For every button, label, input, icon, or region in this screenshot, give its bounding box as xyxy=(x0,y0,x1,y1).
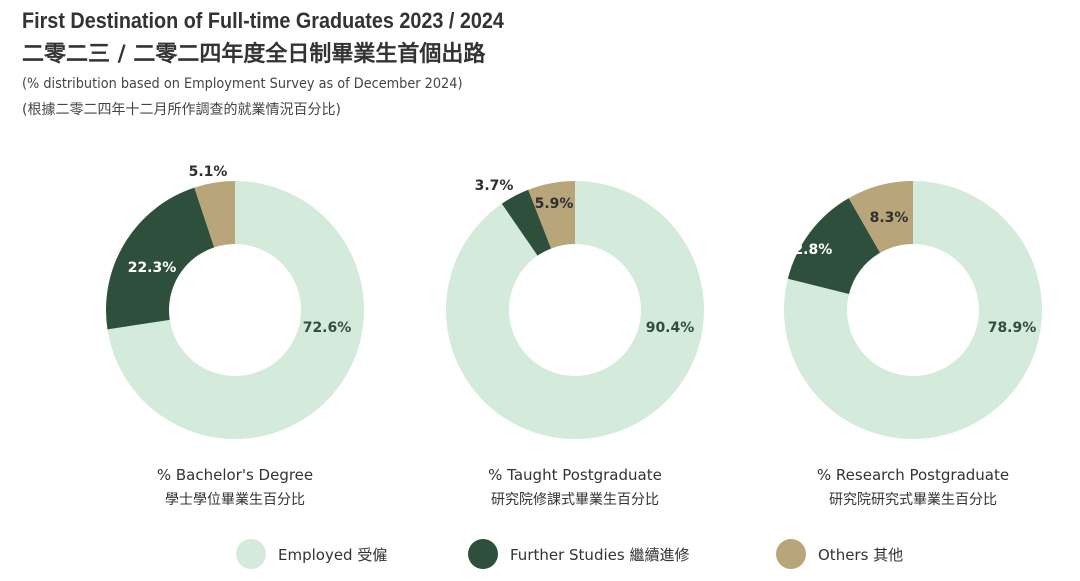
data-label-research-further-studies: 12.8% xyxy=(784,242,833,258)
legend-swatch-employed xyxy=(236,539,266,569)
data-label-research-others: 8.3% xyxy=(870,210,909,226)
donut-slice-taught-further-studies xyxy=(501,189,552,256)
donut-title-bachelor: % Bachelor's Degree xyxy=(156,466,314,484)
legend-label-further-studies: Further Studies 繼續進修 xyxy=(510,545,690,564)
data-label-bachelor-employed: 72.6% xyxy=(303,320,352,336)
data-label-research-employed: 78.9% xyxy=(988,320,1037,336)
chart-subtitle-chinese: (根據二零二四年十二月所作調查的就業情況百分比) xyxy=(22,102,341,118)
donut-slice-bachelor-others xyxy=(194,181,235,248)
data-label-taught-employed: 90.4% xyxy=(646,320,695,336)
donut-title-bachelor-chinese: 學士學位畢業生百分比 xyxy=(165,492,305,508)
donut-slice-research-employed xyxy=(784,181,1042,439)
legend-swatch-further-studies xyxy=(468,539,498,569)
donut-slice-bachelor-employed xyxy=(107,181,364,439)
donut-slice-research-others xyxy=(848,181,913,253)
chart-subtitle: (% distribution based on Employment Surv… xyxy=(22,76,463,92)
legend-employed: Employed 受僱 xyxy=(236,537,387,571)
legend-further-studies: Further Studies 繼續進修 xyxy=(468,537,689,571)
chart-title: First Destination of Full-time Graduates… xyxy=(22,8,504,33)
donut-title-taught: % Taught Postgraduate xyxy=(488,466,662,484)
legend-label-employed: Employed 受僱 xyxy=(278,545,388,564)
data-label-taught-others: 5.9% xyxy=(535,196,574,212)
donut-slice-research-further-studies xyxy=(787,198,881,294)
legend-others: Others 其他 xyxy=(776,537,903,571)
data-label-taught-further-studies: 3.7% xyxy=(475,178,514,194)
donut-slice-taught-others xyxy=(528,181,575,249)
legend-swatch-others xyxy=(776,539,806,569)
donut-slice-bachelor-further-studies xyxy=(106,187,215,330)
donut-title-research-chinese: 研究院研究式畢業生百分比 xyxy=(829,492,997,508)
legend-label-others: Others 其他 xyxy=(818,545,904,564)
donut-title-taught-chinese: 研究院修課式畢業生百分比 xyxy=(491,492,659,508)
chart-title-chinese: 二零二三 / 二零二四年度全日制畢業生首個出路 xyxy=(22,42,486,67)
data-label-bachelor-further-studies: 22.3% xyxy=(128,260,177,276)
donut-slice-taught-employed xyxy=(445,181,704,440)
donut-title-research: % Research Postgraduate xyxy=(816,466,1010,484)
data-label-bachelor-others: 5.1% xyxy=(189,164,228,180)
